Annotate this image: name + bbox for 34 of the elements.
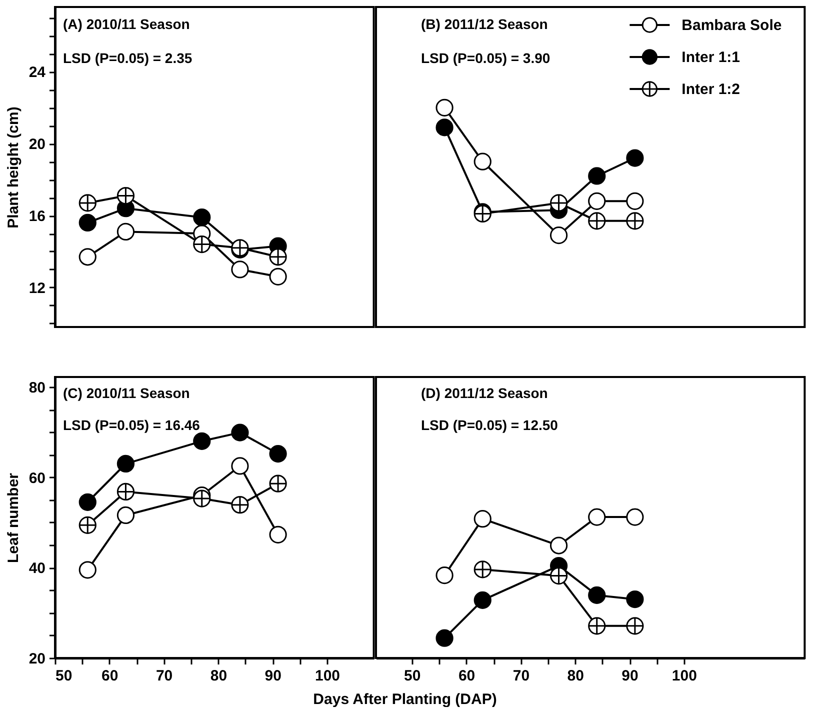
- x-tick-label: 90: [622, 668, 638, 684]
- x-tick-label: 100: [672, 668, 697, 684]
- x-tick-label: 80: [210, 668, 228, 684]
- x-tick-label: 60: [102, 668, 118, 684]
- y-tick-label: 12: [28, 280, 46, 297]
- x-tick-label: 80: [567, 668, 584, 684]
- y-tick-label: 20: [28, 136, 46, 154]
- y-tick-label: 24: [28, 64, 46, 82]
- y-axis-title: Plant height (cm): [4, 106, 22, 228]
- y-tick-label: 20: [28, 650, 46, 668]
- y-axis-title: Leaf number: [4, 472, 22, 564]
- y-tick-label: 16: [28, 208, 46, 226]
- y-tick-label: 40: [28, 560, 46, 578]
- text: (B) 2011/12 Season: [421, 16, 548, 32]
- legend-label: Inter 1:1: [682, 49, 740, 66]
- x-tick-label: 90: [264, 668, 282, 684]
- legend-label: Bambara Sole: [682, 17, 782, 34]
- y-tick-label: 60: [28, 470, 46, 487]
- y-tick-label: 80: [28, 379, 46, 396]
- x-tick-label: 70: [512, 668, 530, 684]
- legend-label: Inter 1:2: [682, 81, 740, 98]
- text: (A) 2010/11 Season: [63, 16, 190, 32]
- x-tick-label: 50: [404, 668, 421, 684]
- text: (D) 2011/12 Season: [421, 385, 548, 401]
- annotation: LSD (P=0.05) = 3.90: [421, 50, 550, 66]
- x-tick-label: 70: [156, 668, 173, 684]
- text: (C) 2010/11 Season: [63, 385, 190, 401]
- annotation: LSD (P=0.05) = 2.35: [63, 50, 192, 66]
- annotation: LSD (P=0.05) = 12.50: [421, 417, 558, 433]
- x-tick-label: 100: [314, 668, 340, 684]
- annotation: LSD (P=0.05) = 16.46: [63, 417, 200, 433]
- x-tick-label: 50: [56, 668, 72, 684]
- x-tick-label: 60: [458, 668, 476, 684]
- x-axis-title: Days After Planting (DAP): [313, 691, 497, 708]
